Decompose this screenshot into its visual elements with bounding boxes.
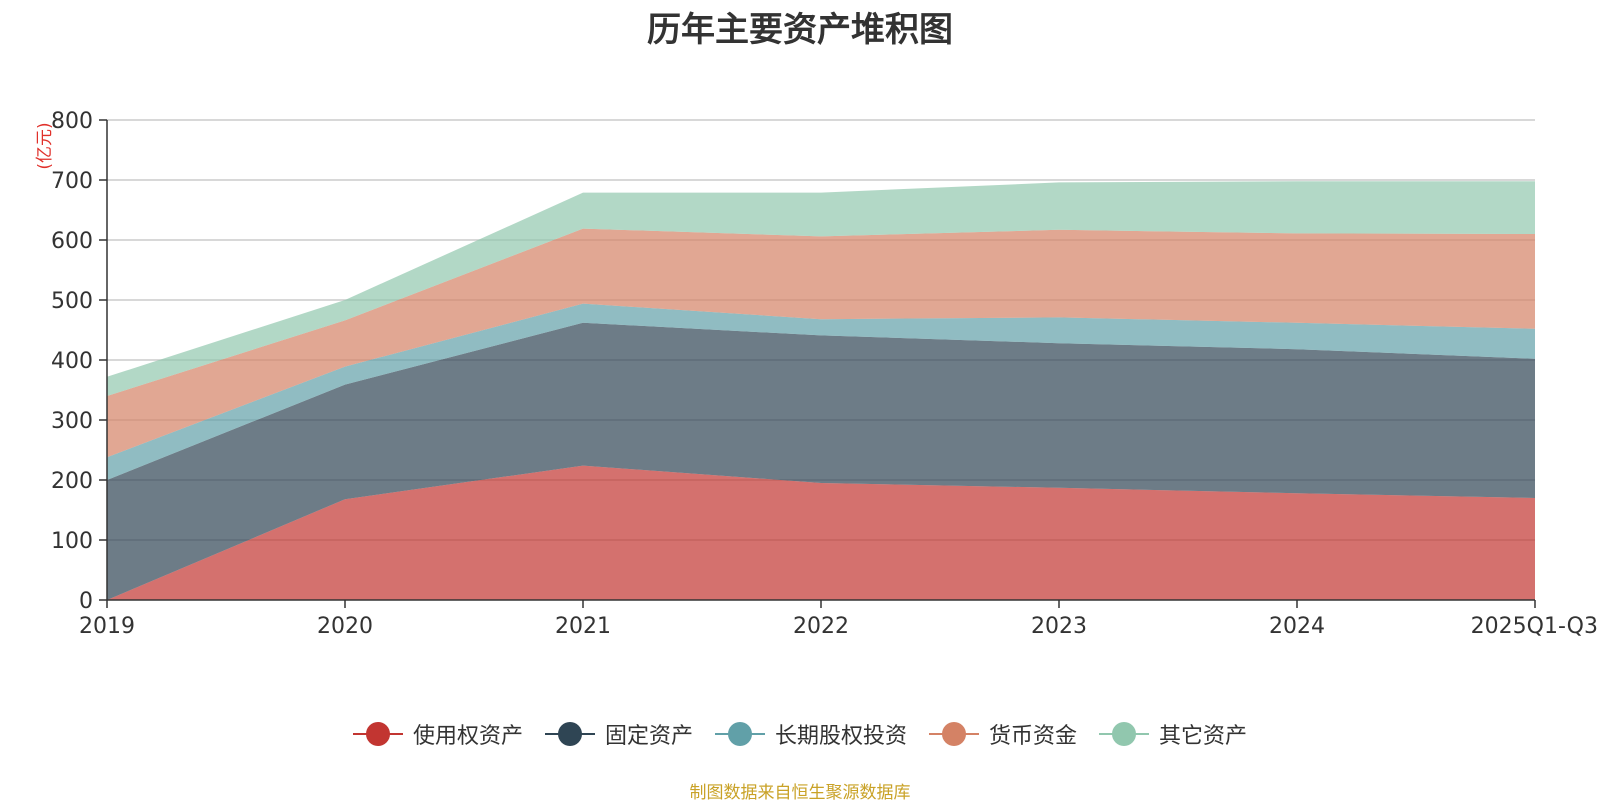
legend-label: 使用权资产 <box>412 724 523 749</box>
x-tick-label: 2020 <box>317 614 373 639</box>
area-series-4 <box>107 181 1535 396</box>
legend-label: 货币资金 <box>989 724 1078 749</box>
y-axis-unit: (亿元) <box>35 122 55 169</box>
legend-item[interactable]: 货币资金 <box>929 718 1077 750</box>
chart-title: 历年主要资产堆积图 <box>647 10 953 50</box>
x-tick-label: 2023 <box>1031 614 1087 639</box>
legend-marker <box>929 721 979 747</box>
y-tick-label: 100 <box>51 529 93 554</box>
legend-item[interactable]: 使用权资产 <box>352 718 523 750</box>
legend-dot <box>727 722 752 746</box>
legend-marker <box>352 721 403 747</box>
area-series-2 <box>107 303 1535 480</box>
legend-label: 固定资产 <box>604 724 693 749</box>
source-note: 制图数据来自恒生聚源数据库 <box>689 783 911 803</box>
x-tick-label: 2021 <box>555 614 611 639</box>
legend-label: 长期股权投资 <box>774 724 907 749</box>
legend-dot <box>557 722 582 746</box>
legend-item[interactable]: 长期股权投资 <box>714 718 907 750</box>
y-tick-label: 500 <box>51 289 93 314</box>
axes: 0 100 200 300 400 500 600 700 800 2019 2020 2021 202… <box>51 109 1598 639</box>
y-tick-label: 0 <box>79 589 93 614</box>
area-series <box>107 181 1535 600</box>
y-tick-label: 700 <box>51 169 93 194</box>
area-series-3 <box>107 228 1535 458</box>
legend-marker <box>544 721 595 747</box>
legend-dot <box>942 722 966 746</box>
legend-dot <box>1112 722 1137 746</box>
x-tick-label: 2024 <box>1269 614 1325 639</box>
y-tick-label: 800 <box>51 109 93 134</box>
legend: 使用权资产 固定资产 长期股权投资 货币资金 其它资产 <box>0 718 1600 750</box>
y-tick-label: 200 <box>51 469 93 494</box>
area-series-0 <box>107 465 1535 600</box>
legend-marker <box>1099 721 1150 747</box>
x-tick-label: 2019 <box>79 614 135 639</box>
area-series-1 <box>107 322 1535 600</box>
legend-label: 其它资产 <box>1159 724 1248 749</box>
y-tick-label: 300 <box>51 409 93 434</box>
legend-marker <box>714 721 765 747</box>
legend-dot <box>365 722 390 746</box>
x-tick-label: 2022 <box>793 614 849 639</box>
legend-item[interactable]: 其它资产 <box>1099 718 1247 750</box>
x-tick-label: 2025Q1-Q3 <box>1471 614 1598 639</box>
y-tick-label: 400 <box>51 349 93 374</box>
legend-item[interactable]: 固定资产 <box>544 718 693 750</box>
y-tick-label: 600 <box>51 229 93 254</box>
